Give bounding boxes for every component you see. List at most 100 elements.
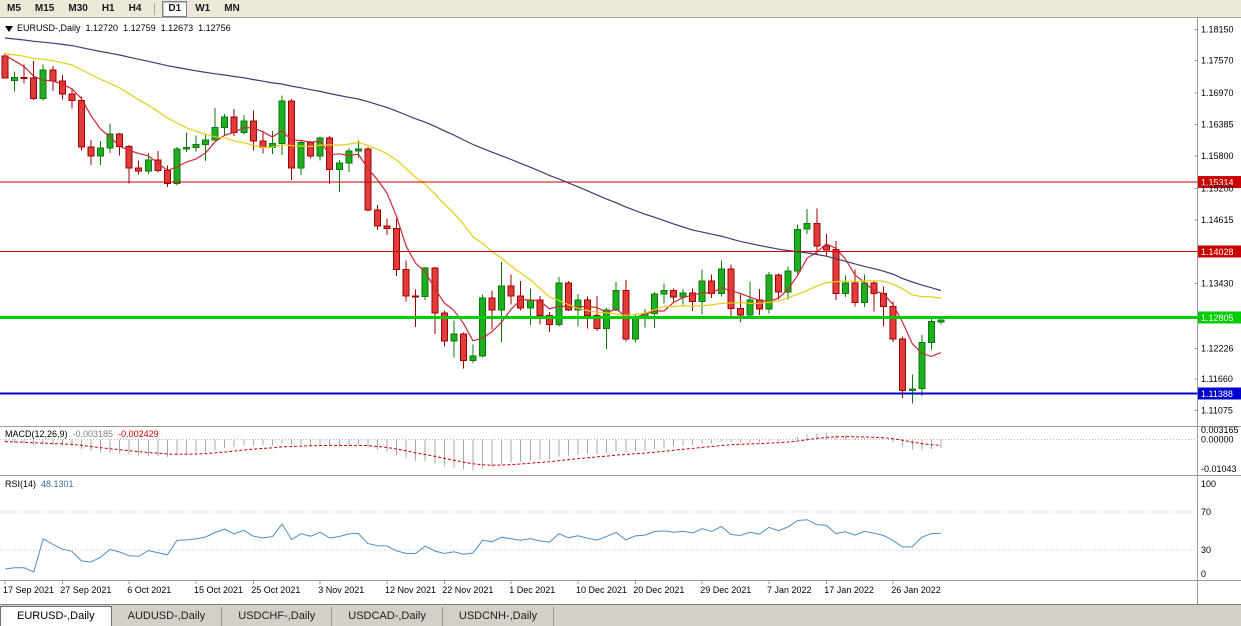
timeframe-button-mn[interactable]: MN bbox=[224, 2, 240, 14]
candle-down bbox=[20, 76, 28, 79]
price-line-badge-label: 1.15314 bbox=[1201, 178, 1234, 188]
chart-marker-icon bbox=[5, 25, 13, 32]
timeframe-button-h4[interactable]: H4 bbox=[128, 2, 142, 14]
macd-axis-label: -0.01043 bbox=[1201, 464, 1237, 474]
candle-down bbox=[49, 69, 57, 82]
candle-down bbox=[412, 295, 420, 298]
date-axis-label: 1 Dec 2021 bbox=[509, 585, 555, 595]
candle-up bbox=[574, 299, 582, 311]
rsi-value: 48.1301 bbox=[41, 479, 74, 489]
candle-down bbox=[584, 299, 592, 316]
timeframe-button-m5[interactable]: M5 bbox=[7, 2, 21, 14]
candle-down bbox=[736, 308, 744, 316]
price-axis-label: 1.17570 bbox=[1201, 56, 1234, 66]
price-axis-label: 1.11075 bbox=[1201, 406, 1233, 416]
date-axis-label: 6 Oct 2021 bbox=[127, 585, 171, 595]
candle-up bbox=[784, 270, 792, 293]
price-line-badge-label: 1.14028 bbox=[1201, 247, 1234, 257]
timeframe-button-m15[interactable]: M15 bbox=[34, 2, 55, 14]
candle-down bbox=[125, 145, 133, 169]
ohlc-close: 1.12756 bbox=[198, 23, 231, 33]
date-axis-label: 7 Jan 2022 bbox=[767, 585, 812, 595]
candle-up bbox=[211, 126, 219, 141]
candle-down bbox=[889, 305, 897, 340]
candle-down bbox=[670, 290, 677, 298]
ohlc-open: 1.12720 bbox=[85, 23, 119, 33]
date-axis-label: 17 Sep 2021 bbox=[3, 585, 54, 595]
candle-up bbox=[612, 290, 620, 311]
candle-up bbox=[526, 299, 534, 309]
candle-up bbox=[316, 137, 324, 157]
price-line-badge bbox=[1198, 387, 1241, 400]
date-axis-label: 10 Dec 2021 bbox=[576, 585, 627, 595]
candle-up bbox=[106, 133, 114, 149]
symbol-tab-usdcnh-daily[interactable]: USDCNH-,Daily bbox=[442, 607, 555, 626]
timeframe-button-m30[interactable]: M30 bbox=[68, 2, 88, 14]
candle-down bbox=[832, 249, 840, 294]
candle-up bbox=[650, 293, 658, 314]
candle-up bbox=[450, 333, 458, 342]
candle-up bbox=[908, 388, 916, 391]
candle-up bbox=[603, 309, 611, 329]
candle-down bbox=[230, 116, 238, 133]
candle-down bbox=[383, 225, 391, 230]
timeframe-button-d1[interactable]: D1 bbox=[162, 0, 188, 17]
candle-up bbox=[39, 69, 47, 99]
candle-up bbox=[221, 116, 229, 128]
candle-up bbox=[182, 146, 190, 150]
date-axis-label: 20 Dec 2021 bbox=[633, 585, 684, 595]
symbol-tab-audusd-daily[interactable]: AUDUSD-,Daily bbox=[111, 607, 223, 626]
candle-down bbox=[813, 222, 821, 247]
candle-down bbox=[288, 100, 295, 169]
candle-down bbox=[727, 268, 735, 309]
price-axis-label: 1.16385 bbox=[1201, 120, 1234, 130]
timeframe-button-w1[interactable]: W1 bbox=[195, 2, 211, 14]
price-line-badge bbox=[1198, 176, 1241, 189]
macd-value: -0.003185 bbox=[72, 429, 114, 439]
timeframe-button-h1[interactable]: H1 bbox=[101, 2, 115, 14]
candle-down bbox=[393, 228, 401, 271]
rsi-axis-label: 70 bbox=[1201, 507, 1211, 517]
candle-down bbox=[249, 120, 257, 142]
rsi-name: RSI(14) bbox=[5, 479, 37, 489]
date-axis-label: 15 Oct 2021 bbox=[194, 585, 243, 595]
candle-up bbox=[11, 76, 19, 82]
candle-up bbox=[469, 355, 477, 362]
candle-up bbox=[631, 317, 639, 340]
candle-up bbox=[794, 228, 802, 272]
candle-down bbox=[68, 93, 76, 101]
candle-down bbox=[775, 274, 783, 293]
date-axis-label: 26 Jan 2022 bbox=[891, 585, 941, 595]
candle-down bbox=[373, 209, 381, 227]
price-line-badge-label: 1.11388 bbox=[1201, 389, 1233, 399]
candle-up bbox=[278, 100, 286, 145]
candle-up bbox=[765, 274, 773, 310]
candle-up bbox=[698, 280, 706, 302]
candle-down bbox=[431, 267, 439, 314]
candle-down bbox=[899, 338, 907, 391]
candle-up bbox=[803, 222, 811, 230]
rsi-line bbox=[4, 519, 941, 573]
candle-down bbox=[440, 312, 448, 342]
symbol-tab-usdchf-daily[interactable]: USDCHF-,Daily bbox=[222, 607, 333, 626]
macd-axis-label: 0.00000 bbox=[1201, 435, 1234, 445]
price-axis-label: 1.12226 bbox=[1201, 344, 1234, 354]
candle-down bbox=[536, 299, 544, 316]
symbol-tab-eurusd-daily[interactable]: EURUSD-,Daily bbox=[0, 606, 112, 626]
price-line-badge-label: 1.12805 bbox=[1201, 313, 1234, 323]
candle-up bbox=[144, 159, 152, 172]
rsi-axis-label: 100 bbox=[1201, 479, 1216, 489]
candle-up bbox=[861, 282, 868, 304]
date-axis-label: 17 Jan 2022 bbox=[824, 585, 874, 595]
candle-up bbox=[927, 320, 935, 343]
candle-down bbox=[755, 299, 763, 310]
candle-down bbox=[1, 55, 9, 79]
symbol-tab-usdcad-daily[interactable]: USDCAD-,Daily bbox=[332, 607, 443, 626]
rsi-axis-label: 0 bbox=[1201, 569, 1206, 579]
macd-signal-line bbox=[4, 436, 941, 466]
candle-down bbox=[307, 142, 315, 157]
candle-up bbox=[240, 120, 248, 133]
candle-down bbox=[402, 269, 410, 297]
